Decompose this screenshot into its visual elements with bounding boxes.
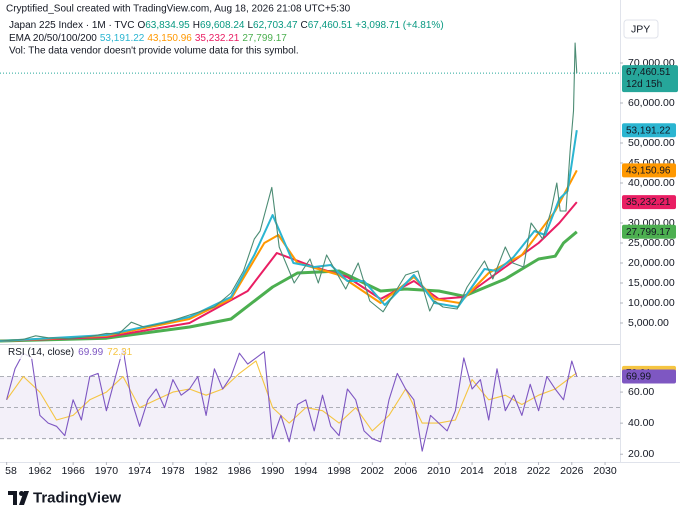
- logo-text: TradingView: [33, 489, 121, 506]
- symbol: Japan 225 Index · 1M · TVC: [9, 20, 134, 31]
- ema-value: 27,799.17: [242, 33, 287, 44]
- ohlc-value: 67,460.51: [308, 20, 353, 31]
- rsi-title: RSI (14, close): [8, 347, 74, 358]
- currency: JPY: [631, 23, 650, 35]
- ema-badge-bg: [622, 224, 676, 239]
- rsi-title-row: RSI (14, close) 69.99 72.31: [8, 347, 133, 358]
- x-tick-label: 2006: [394, 465, 418, 477]
- vol-note: Vol: The data vendor doesn't provide vol…: [9, 46, 299, 57]
- rsi-title-bg: [4, 345, 124, 359]
- y-tick-label: 10,000.00: [628, 297, 675, 309]
- logo: TradingView: [8, 489, 121, 506]
- y-tick-label: 20.00: [628, 448, 654, 460]
- close-badge: 67,460.51: [626, 67, 671, 78]
- ohlc-key: H: [193, 20, 200, 31]
- y-tick-label: 40.00: [628, 417, 654, 429]
- x-tick-label: 1962: [28, 465, 52, 477]
- ohlc-value: 63,834.95: [145, 20, 190, 31]
- x-tick-label: 1986: [228, 465, 252, 477]
- y-tick-label: 15,000.00: [628, 277, 675, 289]
- ohlc-key: L: [247, 20, 253, 31]
- x-tick-label: 1978: [161, 465, 185, 477]
- ohlc-key: O: [137, 20, 145, 31]
- rsi-value: 69.99: [78, 347, 103, 358]
- ema-value: 53,191.22: [100, 33, 145, 44]
- rsi-badge: 69.99: [626, 372, 651, 383]
- x-tick-label: 1998: [327, 465, 351, 477]
- y-tick-label: 25,000.00: [628, 237, 675, 249]
- x-tick-label: 2010: [427, 465, 451, 477]
- x-tick-label: 2018: [494, 465, 518, 477]
- ema-title: EMA 20/50/100/200: [9, 33, 97, 44]
- plot-area: [0, 42, 623, 465]
- y-tick-label: 5,000.00: [628, 317, 669, 329]
- x-tick-label: 1970: [95, 465, 119, 477]
- x-tick-label: 1994: [294, 465, 318, 477]
- ema-badge: 53,191.22: [626, 125, 671, 136]
- y-tick-label: 20,000.00: [628, 257, 675, 269]
- rsi-line: [6, 348, 578, 452]
- y-tick-label: 60.00: [628, 386, 654, 398]
- ohlc-value: 62,703.47: [253, 20, 298, 31]
- x-tick-label: 2014: [460, 465, 484, 477]
- x-tick-label: 1990: [261, 465, 285, 477]
- currency-box: [623, 19, 659, 39]
- x-tick-label: 2026: [560, 465, 584, 477]
- ema-badge: 35,232.21: [626, 197, 671, 208]
- x-tick-label: 2002: [361, 465, 385, 477]
- countdown: 12d 15h: [626, 79, 662, 90]
- logo-dot: [19, 491, 24, 496]
- rsi-badge-bg: [622, 369, 676, 384]
- credit: Cryptified_Soul created with TradingView…: [6, 4, 351, 15]
- x-tick-label: 1974: [128, 465, 152, 477]
- ema-value: 35,232.21: [195, 33, 240, 44]
- y-tick-label: 50,000.00: [628, 137, 675, 149]
- y-tick-label: 40,000.00: [628, 177, 675, 189]
- legend-row: Japan 225 Index · 1M · TVC O63,834.95 H69,…: [9, 20, 444, 31]
- x-tick-label: 1966: [61, 465, 85, 477]
- ema-badge: 27,799.17: [626, 227, 671, 238]
- x-tick-label: 2022: [527, 465, 551, 477]
- ema-badge-bg: [622, 123, 676, 138]
- ohlc-key: C: [301, 20, 308, 31]
- change: +3,098.71 (+4.81%): [355, 20, 443, 31]
- ema-badge: 43,150.96: [626, 166, 671, 177]
- x-tick-label: 58: [5, 465, 17, 477]
- price-line: [0, 42, 578, 342]
- x-tick-label: 2030: [593, 465, 617, 477]
- x-tick-label: 1982: [194, 465, 218, 477]
- ema-line: [0, 230, 578, 343]
- ema-badge-bg: [622, 163, 676, 178]
- ema-value: 43,150.96: [147, 33, 192, 44]
- rsi-signal-value: 72.31: [107, 347, 132, 358]
- ema-badge-bg: [622, 195, 676, 210]
- close-badge-bg: [622, 65, 678, 93]
- ohlc-value: 69,608.24: [200, 20, 245, 31]
- y-tick-label: 60,000.00: [628, 97, 675, 109]
- rsi-signal-line: [6, 360, 578, 432]
- overlay: Cryptified_Soul created with TradingView…: [4, 4, 678, 506]
- legend-row: EMA 20/50/100/200 53,191.22 43,150.96 35,23…: [9, 33, 287, 44]
